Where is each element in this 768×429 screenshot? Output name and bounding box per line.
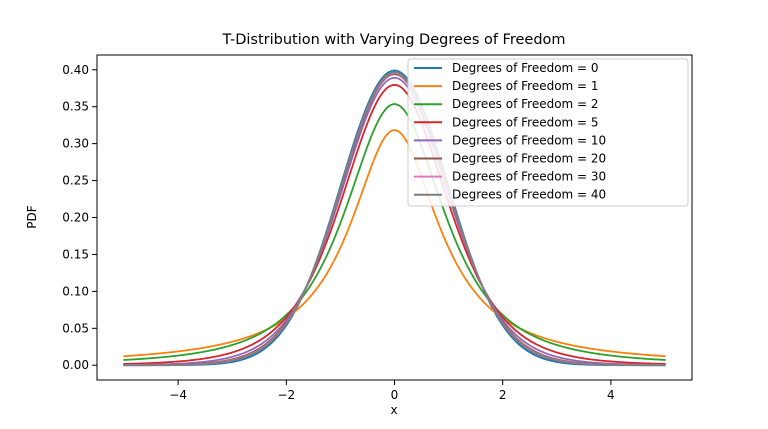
y-axis-label: PDF: [25, 205, 39, 228]
y-tick-label: 0.40: [62, 63, 89, 77]
x-axis-label: x: [390, 403, 397, 417]
y-tick-label: 0.35: [62, 100, 89, 114]
legend-label: Degrees of Freedom = 5: [452, 115, 599, 129]
y-tick-label: 0.10: [62, 284, 89, 298]
x-tick-label: −2: [277, 388, 295, 402]
legend-label: Degrees of Freedom = 1: [452, 79, 599, 93]
legend-label: Degrees of Freedom = 2: [452, 97, 599, 111]
y-tick-label: 0.30: [62, 137, 89, 151]
legend-label: Degrees of Freedom = 20: [452, 152, 606, 166]
legend-label: Degrees of Freedom = 10: [452, 133, 606, 147]
legend-label: Degrees of Freedom = 30: [452, 170, 606, 184]
chart-root: T-Distribution with Varying Degrees of F…: [0, 0, 768, 425]
chart-title: T-Distribution with Varying Degrees of F…: [221, 32, 565, 48]
y-tick-label: 0.25: [62, 174, 89, 188]
x-tick-label: −4: [169, 388, 187, 402]
legend-label: Degrees of Freedom = 0: [452, 61, 599, 75]
t-distribution-chart: T-Distribution with Varying Degrees of F…: [0, 0, 768, 425]
x-tick-label: 0: [391, 388, 399, 402]
x-tick-label: 2: [499, 388, 507, 402]
y-tick-label: 0.00: [62, 358, 89, 372]
y-tick-label: 0.15: [62, 247, 89, 261]
legend-label: Degrees of Freedom = 40: [452, 188, 606, 202]
legend: Degrees of Freedom = 0 Degrees of Freedom…: [408, 59, 688, 206]
y-tick-label: 0.05: [62, 321, 89, 335]
y-tick-label: 0.20: [62, 211, 89, 225]
x-tick-label: 4: [607, 388, 615, 402]
